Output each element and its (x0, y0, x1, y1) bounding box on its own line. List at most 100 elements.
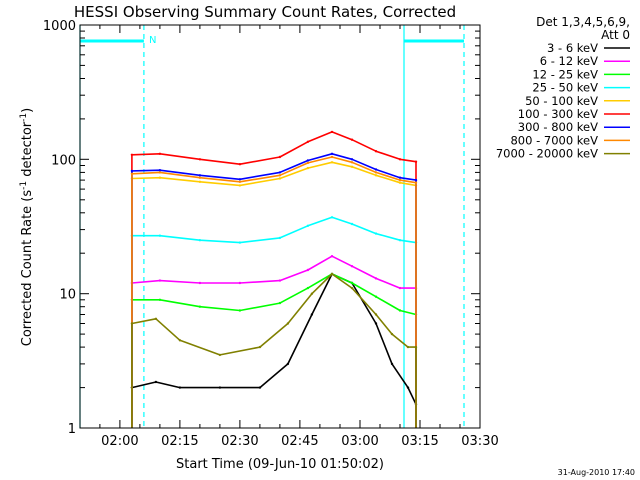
series-1-point-2 (198, 281, 202, 285)
series-5-point-10 (414, 160, 418, 163)
y-axis-label-sup-2: -1 (19, 113, 29, 122)
series-5-point-4 (278, 155, 282, 159)
series-8-point-6 (310, 292, 314, 295)
series-line-8 (131, 273, 417, 428)
series-4-point-6 (330, 161, 334, 164)
series-8-point-4 (258, 345, 262, 349)
series-6-point-6 (330, 152, 334, 155)
series-7-point-6 (330, 155, 334, 159)
legend-label-2: 12 - 25 keV (532, 67, 598, 81)
series-1-point-4 (278, 279, 282, 282)
y-axis-label: Corrected Count Rate (s-1 detector-1) (19, 108, 35, 346)
series-line-3 (131, 216, 417, 428)
y-tick-label-2: 100 (51, 153, 76, 168)
series-2-point-3 (238, 309, 242, 312)
series-0-point-3 (218, 386, 222, 389)
series-5-point-9 (398, 158, 402, 161)
series-7-point-3 (238, 180, 242, 183)
series-4-point-7 (350, 165, 354, 168)
series-4-point-3 (238, 184, 242, 187)
series-8-point-8 (350, 286, 354, 290)
series-2-point-4 (278, 301, 282, 305)
series-7-point-2 (198, 176, 202, 179)
series-0-point-4 (258, 386, 262, 389)
y-axis-label-mid: detector (20, 121, 35, 181)
series-line-7 (131, 156, 417, 428)
x-tick-label-0: 02:00 (101, 434, 138, 449)
legend-header-line-1: Det 1,3,4,5,6,9, (536, 15, 630, 29)
series-3-point-4 (278, 236, 282, 240)
series-7-point-0 (130, 172, 134, 175)
series-5-point-0 (130, 153, 134, 156)
series-4-point-1 (158, 176, 162, 179)
x-tick-label-2: 02:30 (221, 434, 258, 449)
series-2-point-2 (198, 305, 202, 308)
series-2-point-1 (158, 298, 162, 301)
series-1-point-6 (330, 255, 334, 258)
series-1-point-1 (158, 279, 162, 282)
x-tick-label-6: 03:30 (461, 434, 498, 449)
series-5-point-6 (330, 130, 334, 134)
x-tick-label-3: 02:45 (281, 434, 318, 449)
series-1-point-5 (306, 268, 310, 272)
x-tick-label-4: 03:00 (341, 434, 378, 449)
series-4-point-4 (278, 177, 282, 180)
series-3-point-2 (198, 239, 202, 242)
y-tick-label-3: 1000 (43, 19, 76, 34)
series-2-point-7 (350, 281, 354, 285)
series-0-point-6 (310, 313, 314, 316)
series-0-point-11 (406, 386, 410, 389)
series-3-point-1 (158, 234, 162, 237)
series-3-point-8 (374, 232, 378, 235)
legend-label-7: 800 - 7000 keV (510, 133, 598, 147)
series-3-point-9 (398, 239, 402, 242)
chart-title: HESSI Observing Summary Count Rates, Cor… (74, 3, 456, 21)
series-8-point-0 (130, 322, 134, 325)
legend-label-1: 6 - 12 keV (540, 54, 598, 68)
series-1-point-7 (350, 265, 354, 268)
footer-date: 31-Aug-2010 17:40 (558, 468, 635, 477)
legend-label-4: 50 - 100 keV (525, 94, 598, 108)
plot-frame (79, 24, 481, 429)
series-2-point-9 (398, 309, 402, 312)
series-7-point-4 (278, 174, 282, 177)
y-axis-label-end: ) (20, 108, 35, 113)
series-5-point-8 (374, 150, 378, 153)
series-3-point-3 (238, 241, 242, 244)
series-6-point-8 (374, 168, 378, 171)
series-8-point-10 (390, 332, 394, 336)
series-7-point-7 (350, 161, 354, 164)
series-6-point-10 (414, 178, 418, 182)
series-7-point-9 (398, 178, 402, 182)
series-line-0 (131, 273, 417, 428)
series-1-point-3 (238, 281, 242, 285)
series-8-point-12 (414, 345, 418, 349)
series-0-point-2 (178, 386, 182, 389)
series-6-point-3 (238, 178, 242, 181)
series-line-2 (131, 273, 417, 428)
legend-label-5: 100 - 300 keV (518, 107, 598, 121)
y-tick-label-0: 1 (68, 422, 76, 437)
series-0-point-10 (390, 362, 394, 366)
y-tick-label-1: 10 (59, 288, 76, 303)
series-1-point-8 (374, 277, 378, 280)
legend-label-6: 300 - 800 keV (518, 120, 598, 134)
series-7-point-10 (414, 181, 418, 184)
series-8-point-9 (374, 313, 378, 316)
series-7-point-1 (158, 171, 162, 174)
x-tick-label-5: 03:15 (401, 434, 438, 449)
series-7-point-8 (374, 171, 378, 174)
series-5-point-2 (198, 158, 202, 161)
series-8-point-5 (286, 322, 290, 325)
series-0-point-1 (154, 380, 158, 384)
series-6-point-0 (130, 169, 134, 173)
x-axis-label: Start Time (09-Jun-10 01:50:02) (176, 457, 384, 472)
series-4-point-5 (306, 166, 310, 170)
y-axis-label-main: Corrected Count Rate (s (20, 190, 35, 347)
legend-label-0: 3 - 6 keV (547, 41, 598, 55)
series-0-point-9 (374, 322, 378, 325)
axes: 02:00 02:15 02:30 02:45 03:00 03:15 03:30 1 10 10… (43, 19, 499, 449)
series-6-point-9 (398, 176, 402, 179)
